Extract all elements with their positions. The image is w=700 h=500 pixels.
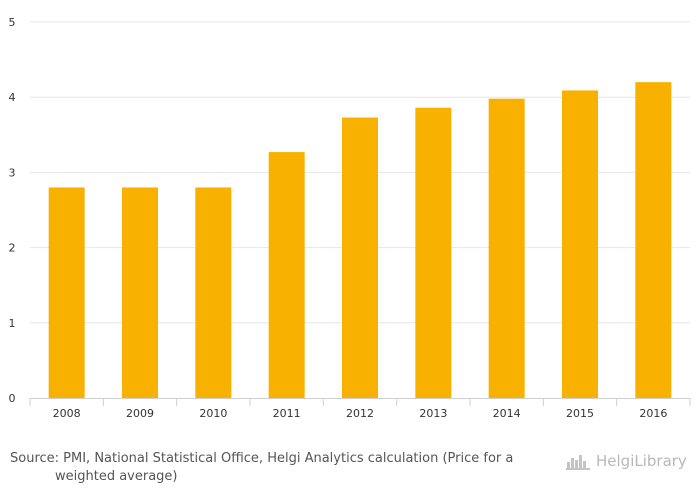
bar-2009	[122, 187, 158, 398]
x-tick-label: 2012	[346, 407, 374, 420]
x-tick-label: 2014	[493, 407, 521, 420]
y-tick-label: 1	[9, 317, 16, 330]
source-line-1: Source: PMI, National Statistical Office…	[10, 451, 514, 466]
bar-2014	[488, 98, 525, 398]
source-line-2: weighted average)	[55, 469, 178, 484]
bar-2010	[195, 187, 232, 398]
bar-2011	[268, 152, 305, 398]
y-axis-ticks: 0 1 2 3 4 5	[9, 16, 16, 405]
y-tick-label: 4	[9, 91, 16, 104]
x-tick-label: 2009	[126, 407, 154, 420]
x-tick-label: 2010	[199, 407, 227, 420]
bar-2012	[342, 117, 378, 398]
brand-name: HelgiLibrary	[596, 452, 687, 470]
x-tick-label: 2011	[273, 407, 301, 420]
x-axis-ticks: 2008 2009 2010 2011 2012 2013 2014 2015 2016	[53, 407, 668, 420]
y-tick-label: 0	[9, 392, 16, 405]
y-tick-label: 2	[9, 242, 16, 255]
bar-2013	[415, 107, 452, 398]
x-tick-label: 2008	[53, 407, 81, 420]
source-note: Source: PMI, National Statistical Office…	[10, 450, 530, 486]
brand-watermark: HelgiLibrary	[566, 450, 687, 472]
bar-2015	[562, 90, 598, 398]
helgi-library-logo-icon	[566, 455, 590, 470]
y-tick-label: 5	[9, 16, 16, 29]
bar-2016	[635, 82, 672, 398]
x-tick-label: 2013	[419, 407, 447, 420]
bars	[48, 82, 672, 398]
y-tick-label: 3	[9, 166, 16, 179]
x-axis	[29, 398, 691, 406]
bar-2008	[48, 187, 85, 398]
x-tick-label: 2015	[566, 407, 594, 420]
x-tick-label: 2016	[639, 407, 667, 420]
